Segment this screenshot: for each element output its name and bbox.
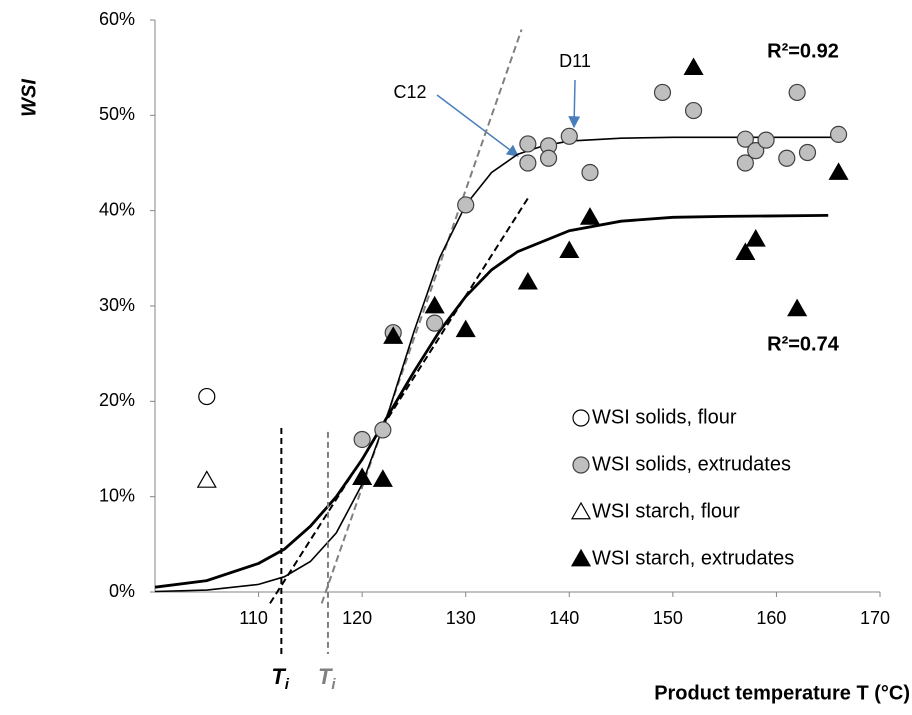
y-tick-label: 0% <box>109 581 135 601</box>
triangle-point <box>745 229 766 247</box>
circle-point <box>798 143 817 162</box>
y-axis-title: WSI <box>18 79 40 117</box>
tangent-line <box>320 29 523 604</box>
legend-marker <box>570 548 592 567</box>
triangle-point <box>196 470 217 488</box>
circle-point <box>778 149 796 167</box>
legend-label: WSI starch, extrudates <box>592 547 794 569</box>
circle-point <box>736 154 754 172</box>
y-tick-label: 50% <box>99 104 135 124</box>
circle-point <box>519 135 537 153</box>
y-tick-label: 20% <box>99 390 135 410</box>
circle-point <box>457 196 475 214</box>
triangle-point <box>372 469 393 487</box>
legend-label: WSI starch, flour <box>592 500 740 522</box>
x-tick-label: 110 <box>239 608 268 628</box>
circle-point <box>581 163 599 182</box>
triangle-point <box>352 467 373 485</box>
triangle-point <box>424 295 445 314</box>
x-tick-label: 170 <box>860 608 890 628</box>
triangle-point <box>579 207 601 225</box>
legend-box <box>565 400 883 585</box>
x-tick-label: 140 <box>549 608 579 628</box>
triangle-point <box>828 162 849 180</box>
circle-point <box>426 314 444 332</box>
fit-curve <box>154 136 839 593</box>
annotation: D11 <box>559 51 591 71</box>
circle-point <box>736 130 754 148</box>
circle-point <box>374 421 392 439</box>
circle-point <box>747 142 765 160</box>
y-tick-label: 40% <box>99 199 135 219</box>
annotation: C12 <box>393 82 426 102</box>
circle-point <box>684 101 703 120</box>
circle-point <box>353 430 371 449</box>
x-tick-label: 120 <box>342 608 372 628</box>
triangle-point <box>559 240 580 259</box>
annotation-arrow <box>568 79 581 129</box>
circle-point <box>198 387 216 406</box>
y-tick-label: 30% <box>99 295 135 315</box>
triangle-point <box>383 326 404 344</box>
triangle-point <box>455 319 476 338</box>
ti-subscript: i <box>331 676 336 693</box>
circle-point <box>829 125 848 143</box>
r2-label: R²=0.74 <box>767 333 840 355</box>
legend-label: WSI solids, flour <box>592 406 737 428</box>
y-tick-label: 60% <box>99 9 135 29</box>
x-axis-title: Product temperature T (°C) <box>654 682 910 704</box>
triangle-point <box>683 57 704 76</box>
y-tick-label: 10% <box>99 485 135 505</box>
r2-label: R²=0.92 <box>767 40 839 62</box>
legend-marker <box>572 456 590 474</box>
legend-label: WSI solids, extrudates <box>592 453 791 475</box>
ti-subscript: i <box>285 676 290 693</box>
legend-marker <box>572 409 590 427</box>
ti-label: Ti <box>271 664 289 693</box>
circle-point <box>560 127 578 145</box>
annotation-arrow <box>436 94 519 157</box>
circle-point <box>757 131 775 149</box>
ti-label: Ti <box>318 664 336 693</box>
triangle-point <box>517 271 538 290</box>
circle-point <box>788 83 806 102</box>
x-tick-label: 150 <box>653 608 683 628</box>
triangle-point <box>787 298 808 317</box>
legend: WSI solids, flour WSI solids, extrudates W… <box>565 400 883 585</box>
triangle-point <box>735 242 756 260</box>
x-tick-label: 160 <box>756 608 786 628</box>
circle-point <box>519 154 537 172</box>
circle-point <box>539 149 558 167</box>
fit-curve <box>154 214 829 589</box>
ti-letter: T <box>271 664 286 689</box>
tangent-line <box>269 197 529 604</box>
ti-letter: T <box>318 664 333 689</box>
x-tick-label: 130 <box>446 608 476 628</box>
legend-marker <box>570 501 592 520</box>
circle-point <box>653 83 672 102</box>
